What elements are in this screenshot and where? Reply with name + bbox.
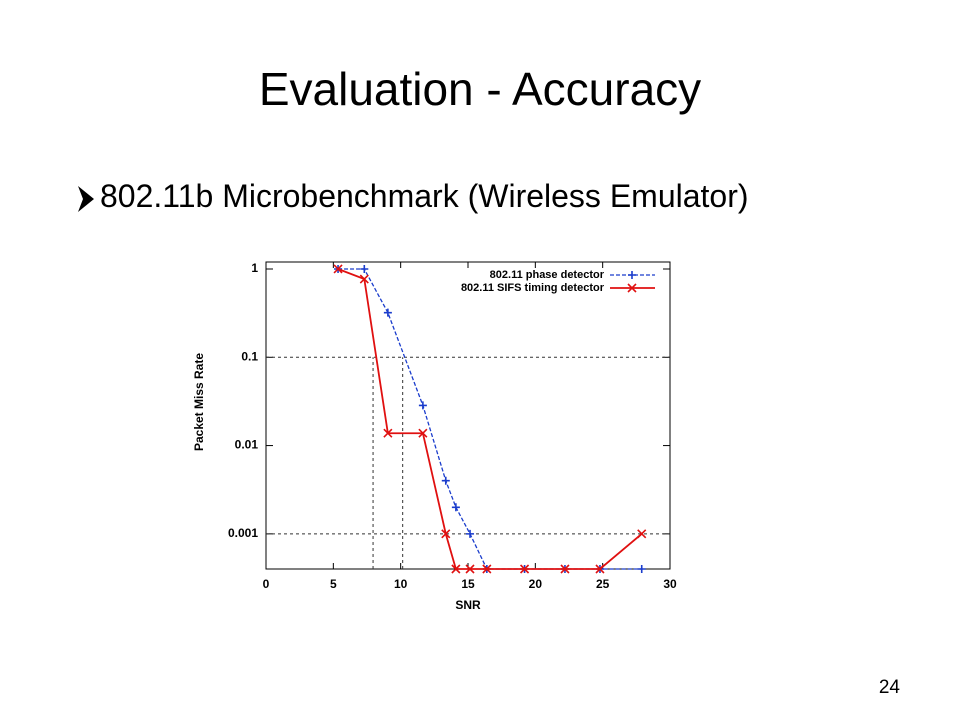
x-tick-label: 10 [394,577,408,591]
marker [638,565,646,573]
x-tick-label: 20 [529,577,543,591]
marker [384,309,392,317]
plot-frame [266,262,670,569]
marker [452,503,460,511]
legend-marker [628,271,636,279]
x-tick-label: 0 [263,577,270,591]
y-tick-label: 0.001 [228,526,258,540]
legend-label: 802.11 SIFS timing detector [461,282,605,294]
chart: SNR Packet Miss Rate 0 5 10 15 20 25 30 0.001 0.… [0,0,960,720]
y-axis-label: Packet Miss Rate [192,353,206,451]
page-number: 24 [860,677,900,699]
marker [466,530,474,538]
series-line [338,269,642,569]
x-tick-label: 5 [330,577,337,591]
x-axis-label: SNR [455,598,481,612]
marker [360,265,368,273]
y-tick-label: 1 [251,261,258,275]
marker [419,401,427,409]
x-tick-label: 30 [663,577,677,591]
y-tick-label: 0.1 [241,349,258,363]
series-line [338,269,642,569]
marker [442,477,450,485]
x-tick-label: 15 [461,577,475,591]
bullet-arrow [78,186,94,212]
slide: Evaluation - Accuracy SNR Packet Miss Ra… [0,0,960,720]
x-tick-label: 25 [596,577,610,591]
bullet-text: 802.11b Microbenchmark (Wireless Emulato… [100,178,749,215]
y-tick-label: 0.01 [235,438,259,452]
legend-label: 802.11 phase detector [490,269,605,281]
